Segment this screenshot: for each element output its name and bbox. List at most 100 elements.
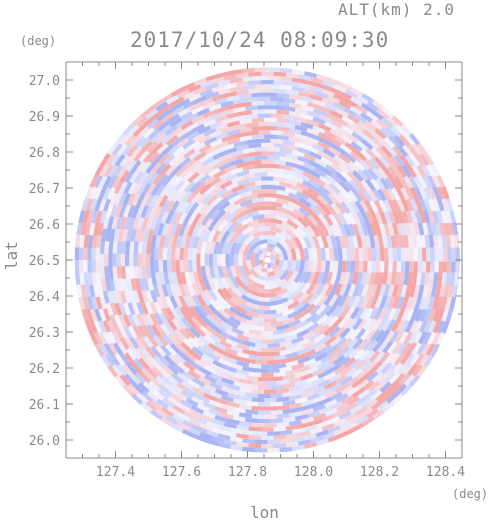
heatmap-cell	[264, 230, 277, 237]
heatmap-cell	[332, 364, 347, 376]
heatmap-cell	[381, 188, 392, 203]
heatmap-cell	[227, 315, 241, 326]
heatmap-cell	[239, 190, 254, 199]
heatmap-cell	[259, 427, 274, 432]
heatmap-cell	[282, 122, 297, 130]
heatmap-cell	[318, 105, 334, 115]
heatmap-cell	[263, 300, 277, 307]
heatmap-cell	[434, 284, 442, 300]
heatmap-cell	[283, 270, 295, 282]
heatmap-cell	[264, 213, 278, 220]
heatmap-cell	[306, 136, 321, 146]
heatmap-cell	[152, 283, 161, 298]
heatmap-cell	[111, 141, 124, 156]
heatmap-cell	[377, 166, 389, 181]
heatmap-cell	[413, 247, 419, 262]
heatmap-cell	[311, 386, 326, 396]
heatmap-cell	[178, 305, 190, 320]
heatmap-cell	[424, 234, 431, 250]
heatmap-cell	[236, 161, 251, 169]
heatmap-cell	[167, 143, 181, 157]
heatmap-cell	[338, 327, 351, 340]
heatmap-cell	[287, 411, 302, 418]
heatmap-cell	[116, 252, 121, 267]
heatmap-cell	[261, 247, 268, 253]
heatmap-cell	[102, 289, 110, 304]
heatmap-cell	[149, 204, 159, 219]
heatmap-cell	[95, 208, 104, 224]
heatmap-cell	[422, 175, 433, 191]
heatmap-cell	[259, 372, 274, 378]
heatmap-cell	[396, 210, 406, 226]
heatmap-cell	[329, 224, 339, 238]
heatmap-cell	[346, 295, 357, 309]
heatmap-cell	[207, 303, 220, 316]
heatmap-cell	[251, 92, 266, 98]
heatmap-cell	[420, 342, 431, 358]
heatmap-cell	[207, 276, 217, 291]
heatmap-cell	[83, 270, 89, 286]
heatmap-cell	[154, 374, 168, 388]
heatmap-cell	[251, 214, 265, 221]
heatmap-cell	[106, 185, 117, 201]
heatmap-cell	[285, 169, 300, 178]
heatmap-cell	[340, 394, 355, 406]
heatmap-cell	[356, 235, 363, 249]
heatmap-cell	[200, 265, 208, 279]
heatmap-cell	[98, 196, 108, 212]
heatmap-cell	[251, 307, 265, 315]
heatmap-cell	[147, 334, 159, 348]
heatmap-cell	[150, 246, 156, 260]
heatmap-cell	[158, 193, 170, 208]
heatmap-cell	[196, 240, 203, 254]
heatmap-cell	[308, 160, 323, 170]
heatmap-cell	[114, 131, 127, 146]
heatmap-cell	[192, 271, 200, 285]
heatmap-cell	[273, 168, 287, 175]
heatmap-cell	[383, 260, 389, 274]
heatmap-cell	[310, 377, 326, 387]
heatmap-cell	[273, 184, 287, 192]
heatmap-cell	[267, 67, 282, 73]
heatmap-cell	[350, 387, 365, 400]
heatmap-cell	[222, 421, 237, 429]
heatmap-cell	[354, 247, 360, 261]
heatmap-cell	[167, 112, 182, 124]
heatmap-cell	[270, 105, 285, 111]
x-tick-label: 127.8	[228, 465, 267, 480]
heatmap-cell	[181, 189, 193, 203]
heatmap-cell	[99, 162, 110, 177]
heatmap-cell	[126, 300, 136, 316]
heatmap-cell	[183, 246, 189, 260]
heatmap-cell	[219, 179, 234, 190]
heatmap-cell	[136, 215, 145, 230]
heatmap-cell	[416, 164, 428, 179]
heatmap-cell	[181, 409, 196, 420]
heatmap-cell	[357, 120, 372, 133]
heatmap-cell	[230, 166, 245, 175]
heatmap-cell	[324, 260, 331, 274]
heatmap-cell	[359, 199, 370, 214]
heatmap-cell	[318, 184, 331, 197]
heatmap-cell	[213, 331, 227, 342]
heatmap-cell	[161, 283, 169, 298]
heatmap-cell	[263, 283, 277, 290]
x-tick-label: 127.4	[96, 465, 135, 480]
heatmap-cell	[287, 419, 302, 427]
heatmap-cell	[187, 246, 193, 260]
heatmap-cell	[220, 188, 234, 200]
heatmap-cell	[337, 410, 352, 421]
heatmap-cell	[247, 337, 262, 344]
heatmap-cell	[365, 110, 380, 123]
heatmap-cell	[323, 130, 338, 141]
heatmap-cell	[187, 222, 196, 237]
heatmap-cell	[280, 230, 293, 241]
heatmap-cell	[207, 288, 218, 302]
heatmap-cell	[400, 187, 411, 202]
heatmap-cell	[270, 113, 285, 119]
heatmap-cell	[211, 229, 221, 243]
heatmap-cell	[350, 247, 356, 261]
heatmap-cell	[192, 424, 208, 434]
heatmap-cell	[341, 295, 352, 309]
heatmap-cell	[273, 80, 288, 86]
